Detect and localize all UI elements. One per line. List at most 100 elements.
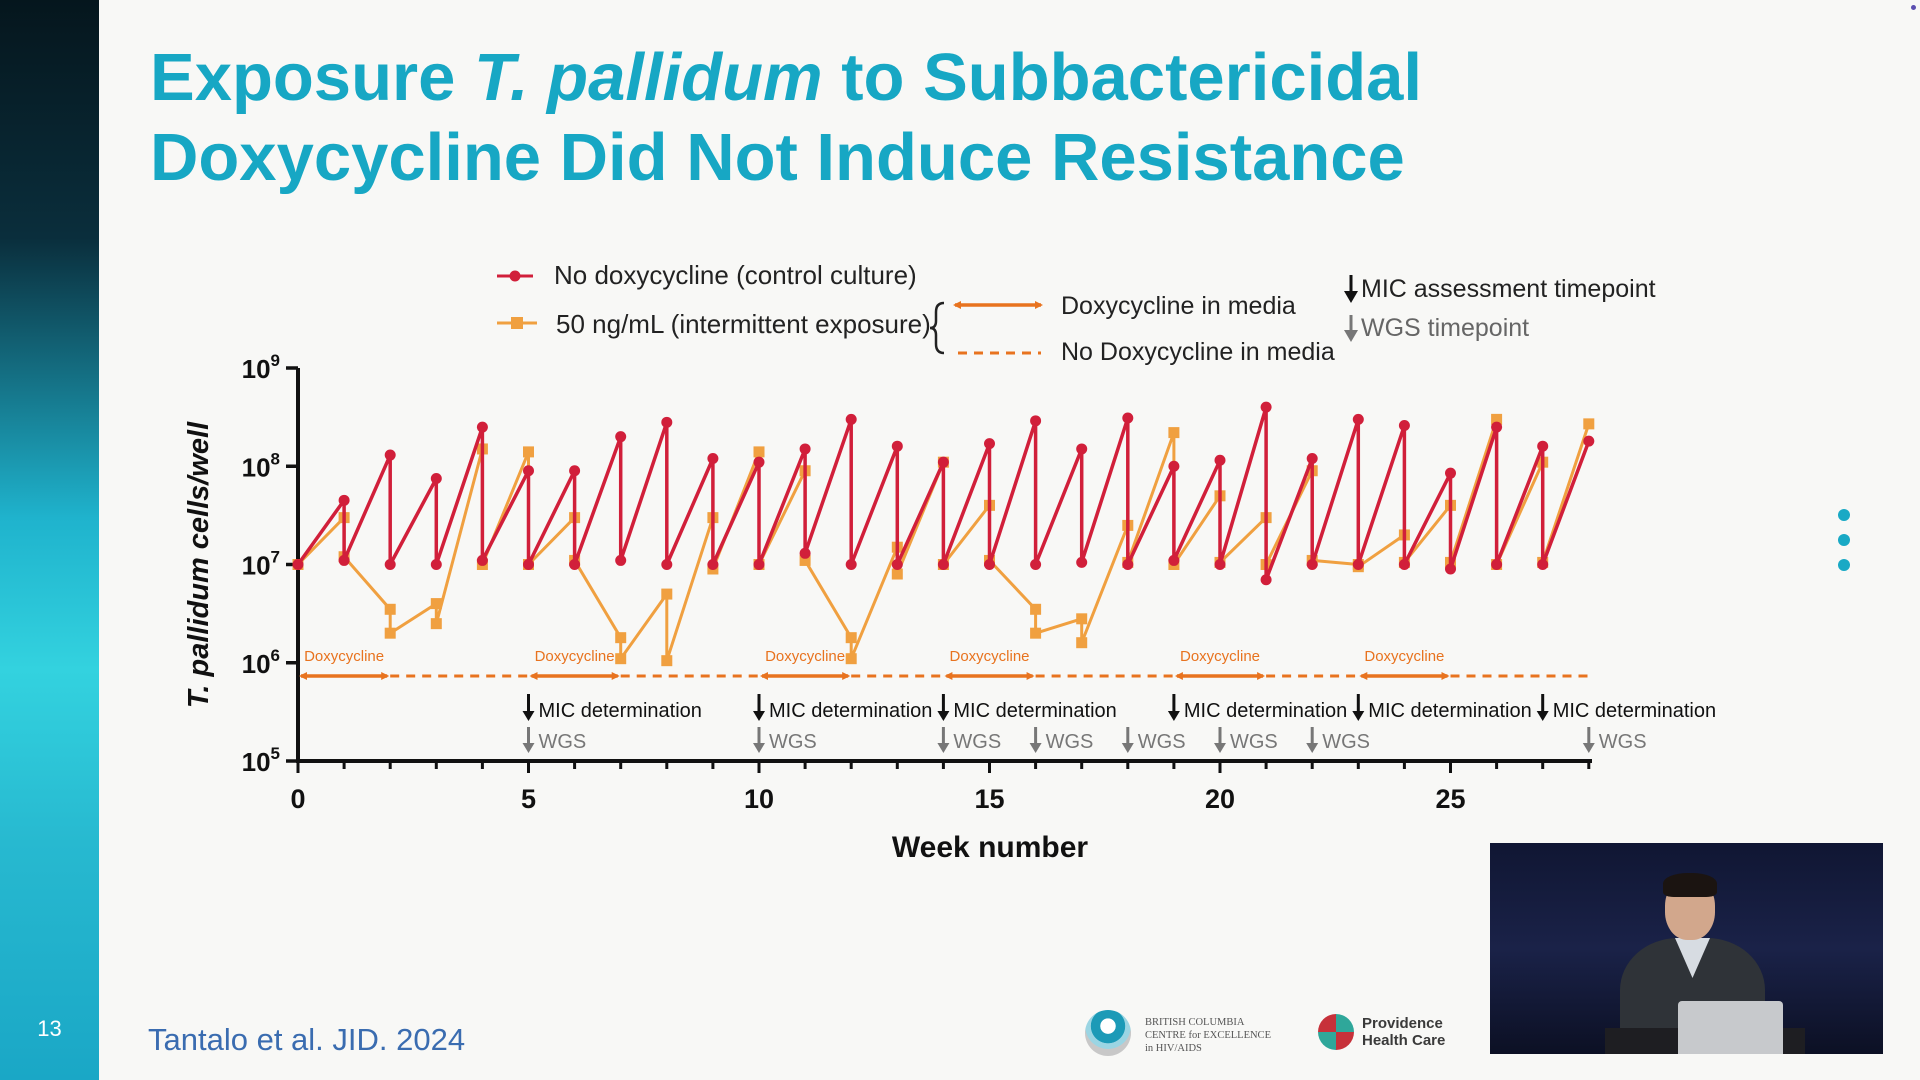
bc-centre-logo-text: BRITISH COLUMBIA CENTRE for EXCELLENCE i… xyxy=(1145,1016,1271,1055)
x-tick-label: 20 xyxy=(1205,784,1235,814)
providence-logo-icon xyxy=(1318,1014,1354,1050)
control-data-point xyxy=(1030,415,1042,427)
providence-logo: Providence Health Care xyxy=(1318,1012,1478,1062)
control-data-point xyxy=(891,440,903,452)
control-data-point xyxy=(1306,452,1318,464)
control-data-point xyxy=(1260,401,1272,413)
title-part-1: Exposure xyxy=(150,40,474,115)
more-options-icon[interactable] xyxy=(1838,509,1852,571)
control-data-point xyxy=(1491,421,1503,433)
exposure-data-point xyxy=(1168,427,1180,439)
y-tick-label: 106 xyxy=(242,646,280,679)
y-tick-exponent: 6 xyxy=(271,646,280,665)
mic-arrow-icon-head xyxy=(1167,711,1180,721)
y-tick-label: 107 xyxy=(242,548,280,581)
control-data-point xyxy=(1491,559,1503,570)
control-data-point xyxy=(984,559,995,570)
control-data-point xyxy=(569,465,581,477)
control-data-point xyxy=(1168,554,1180,566)
control-data-point xyxy=(845,559,857,570)
exposure-data-point xyxy=(1076,637,1088,649)
wgs-arrow-icon xyxy=(1306,727,1319,753)
y-tick-exponent: 8 xyxy=(271,449,280,468)
mic-arrow-icon-head xyxy=(753,711,765,721)
wgs-label: WGS xyxy=(1599,731,1647,753)
wgs-label: WGS xyxy=(539,731,587,753)
exposure-data-point xyxy=(845,653,857,665)
control-data-point xyxy=(937,559,949,570)
exposure-data-point xyxy=(661,655,673,667)
mic-arrow-icon xyxy=(522,694,535,721)
exposure-data-point xyxy=(1076,613,1088,625)
y-tick-label: 108 xyxy=(242,449,280,482)
y-tick-exponent: 9 xyxy=(271,351,280,370)
control-data-point xyxy=(1076,443,1088,455)
legend-wgs-label: WGS timepoint xyxy=(1361,314,1529,342)
control-data-point xyxy=(1583,435,1595,447)
wgs-arrow-icon xyxy=(1214,727,1226,753)
control-data-point xyxy=(707,559,719,570)
dosing-periods: Doxycycline Doxycycline Doxycycline Doxycyc… xyxy=(299,648,1589,680)
exposure-data-point xyxy=(615,632,627,644)
laptop xyxy=(1678,1001,1783,1054)
y-tick-label: 105 xyxy=(242,744,280,777)
x-tick-label: 0 xyxy=(290,784,305,814)
x-tick-label: 15 xyxy=(974,784,1004,814)
wgs-arrow-icon-head xyxy=(1306,743,1319,753)
chart: No doxycycline (control culture) 50 ng/m… xyxy=(183,260,1716,864)
wgs-arrow-icon-head xyxy=(937,743,950,753)
presenter-hair xyxy=(1663,873,1717,897)
control-data-point xyxy=(1537,440,1549,452)
control-data-point xyxy=(1352,413,1364,425)
exposure-data-point xyxy=(615,653,627,665)
wgs-markers: WGS WGS WGS WGS WGS WGS WGS WGS xyxy=(522,727,1647,753)
control-data-point xyxy=(1398,419,1410,431)
providence-logo-line-2: Health Care xyxy=(1362,1032,1446,1049)
control-data-point xyxy=(476,554,488,566)
mic-markers: MIC determination MIC determination MIC de… xyxy=(522,694,1716,722)
citation: Tantalo et al. JID. 2024 xyxy=(148,1022,466,1057)
wgs-arrow-icon xyxy=(753,727,765,753)
exposure-data-point xyxy=(384,627,396,639)
control-data-point xyxy=(615,431,627,443)
control-data-point xyxy=(523,559,534,570)
wgs-arrow-icon xyxy=(937,727,950,753)
doxy-period-label: Doxycycline xyxy=(765,648,845,665)
legend-doxy-label: Doxycycline in media xyxy=(1061,292,1296,320)
bc-logo-line-2: CENTRE for EXCELLENCE xyxy=(1145,1030,1271,1041)
exposure-data-point xyxy=(661,588,673,600)
legend-exposure-swatch-marker xyxy=(511,317,523,329)
control-data-point xyxy=(1122,412,1134,424)
control-data-point xyxy=(1352,559,1364,570)
exposure-data-point xyxy=(430,618,442,630)
exposure-data-point xyxy=(384,603,396,615)
title-part-2: to Subbactericidal xyxy=(822,40,1423,115)
wgs-label: WGS xyxy=(953,731,1001,753)
control-data-point xyxy=(937,456,949,468)
control-data-point xyxy=(1537,559,1549,570)
mic-label: MIC determination xyxy=(1553,700,1716,722)
wgs-arrow-icon xyxy=(522,727,535,753)
control-data-point xyxy=(292,559,304,570)
mic-label: MIC determination xyxy=(539,700,702,722)
control-data-point xyxy=(430,559,442,570)
control-data-point xyxy=(661,559,673,570)
control-data-point xyxy=(799,547,811,559)
presenter-video[interactable] xyxy=(1490,843,1883,1054)
control-data-point xyxy=(753,559,765,570)
control-data-point xyxy=(1445,563,1456,575)
x-ticks: 0 5 10 15 20 25 xyxy=(290,761,1591,814)
title-line-2: Doxycycline Did Not Induce Resistance xyxy=(150,120,1405,195)
legend-control-label: No doxycycline (control culture) xyxy=(554,260,917,290)
control-data-point xyxy=(891,559,903,570)
doxy-period-label: Doxycycline xyxy=(304,648,384,665)
wgs-arrow-icon-head xyxy=(1121,743,1134,753)
wgs-arrow-icon-head xyxy=(522,743,535,753)
x-axis-title: Week number xyxy=(892,831,1088,864)
mic-arrow-icon-head xyxy=(1352,711,1365,721)
mic-arrow-icon xyxy=(1352,694,1365,721)
doxy-period-label: Doxycycline xyxy=(1180,648,1260,665)
control-data-point xyxy=(1260,574,1272,586)
y-tick-exponent: 5 xyxy=(271,744,280,763)
window-indicator-dot xyxy=(1911,5,1916,10)
